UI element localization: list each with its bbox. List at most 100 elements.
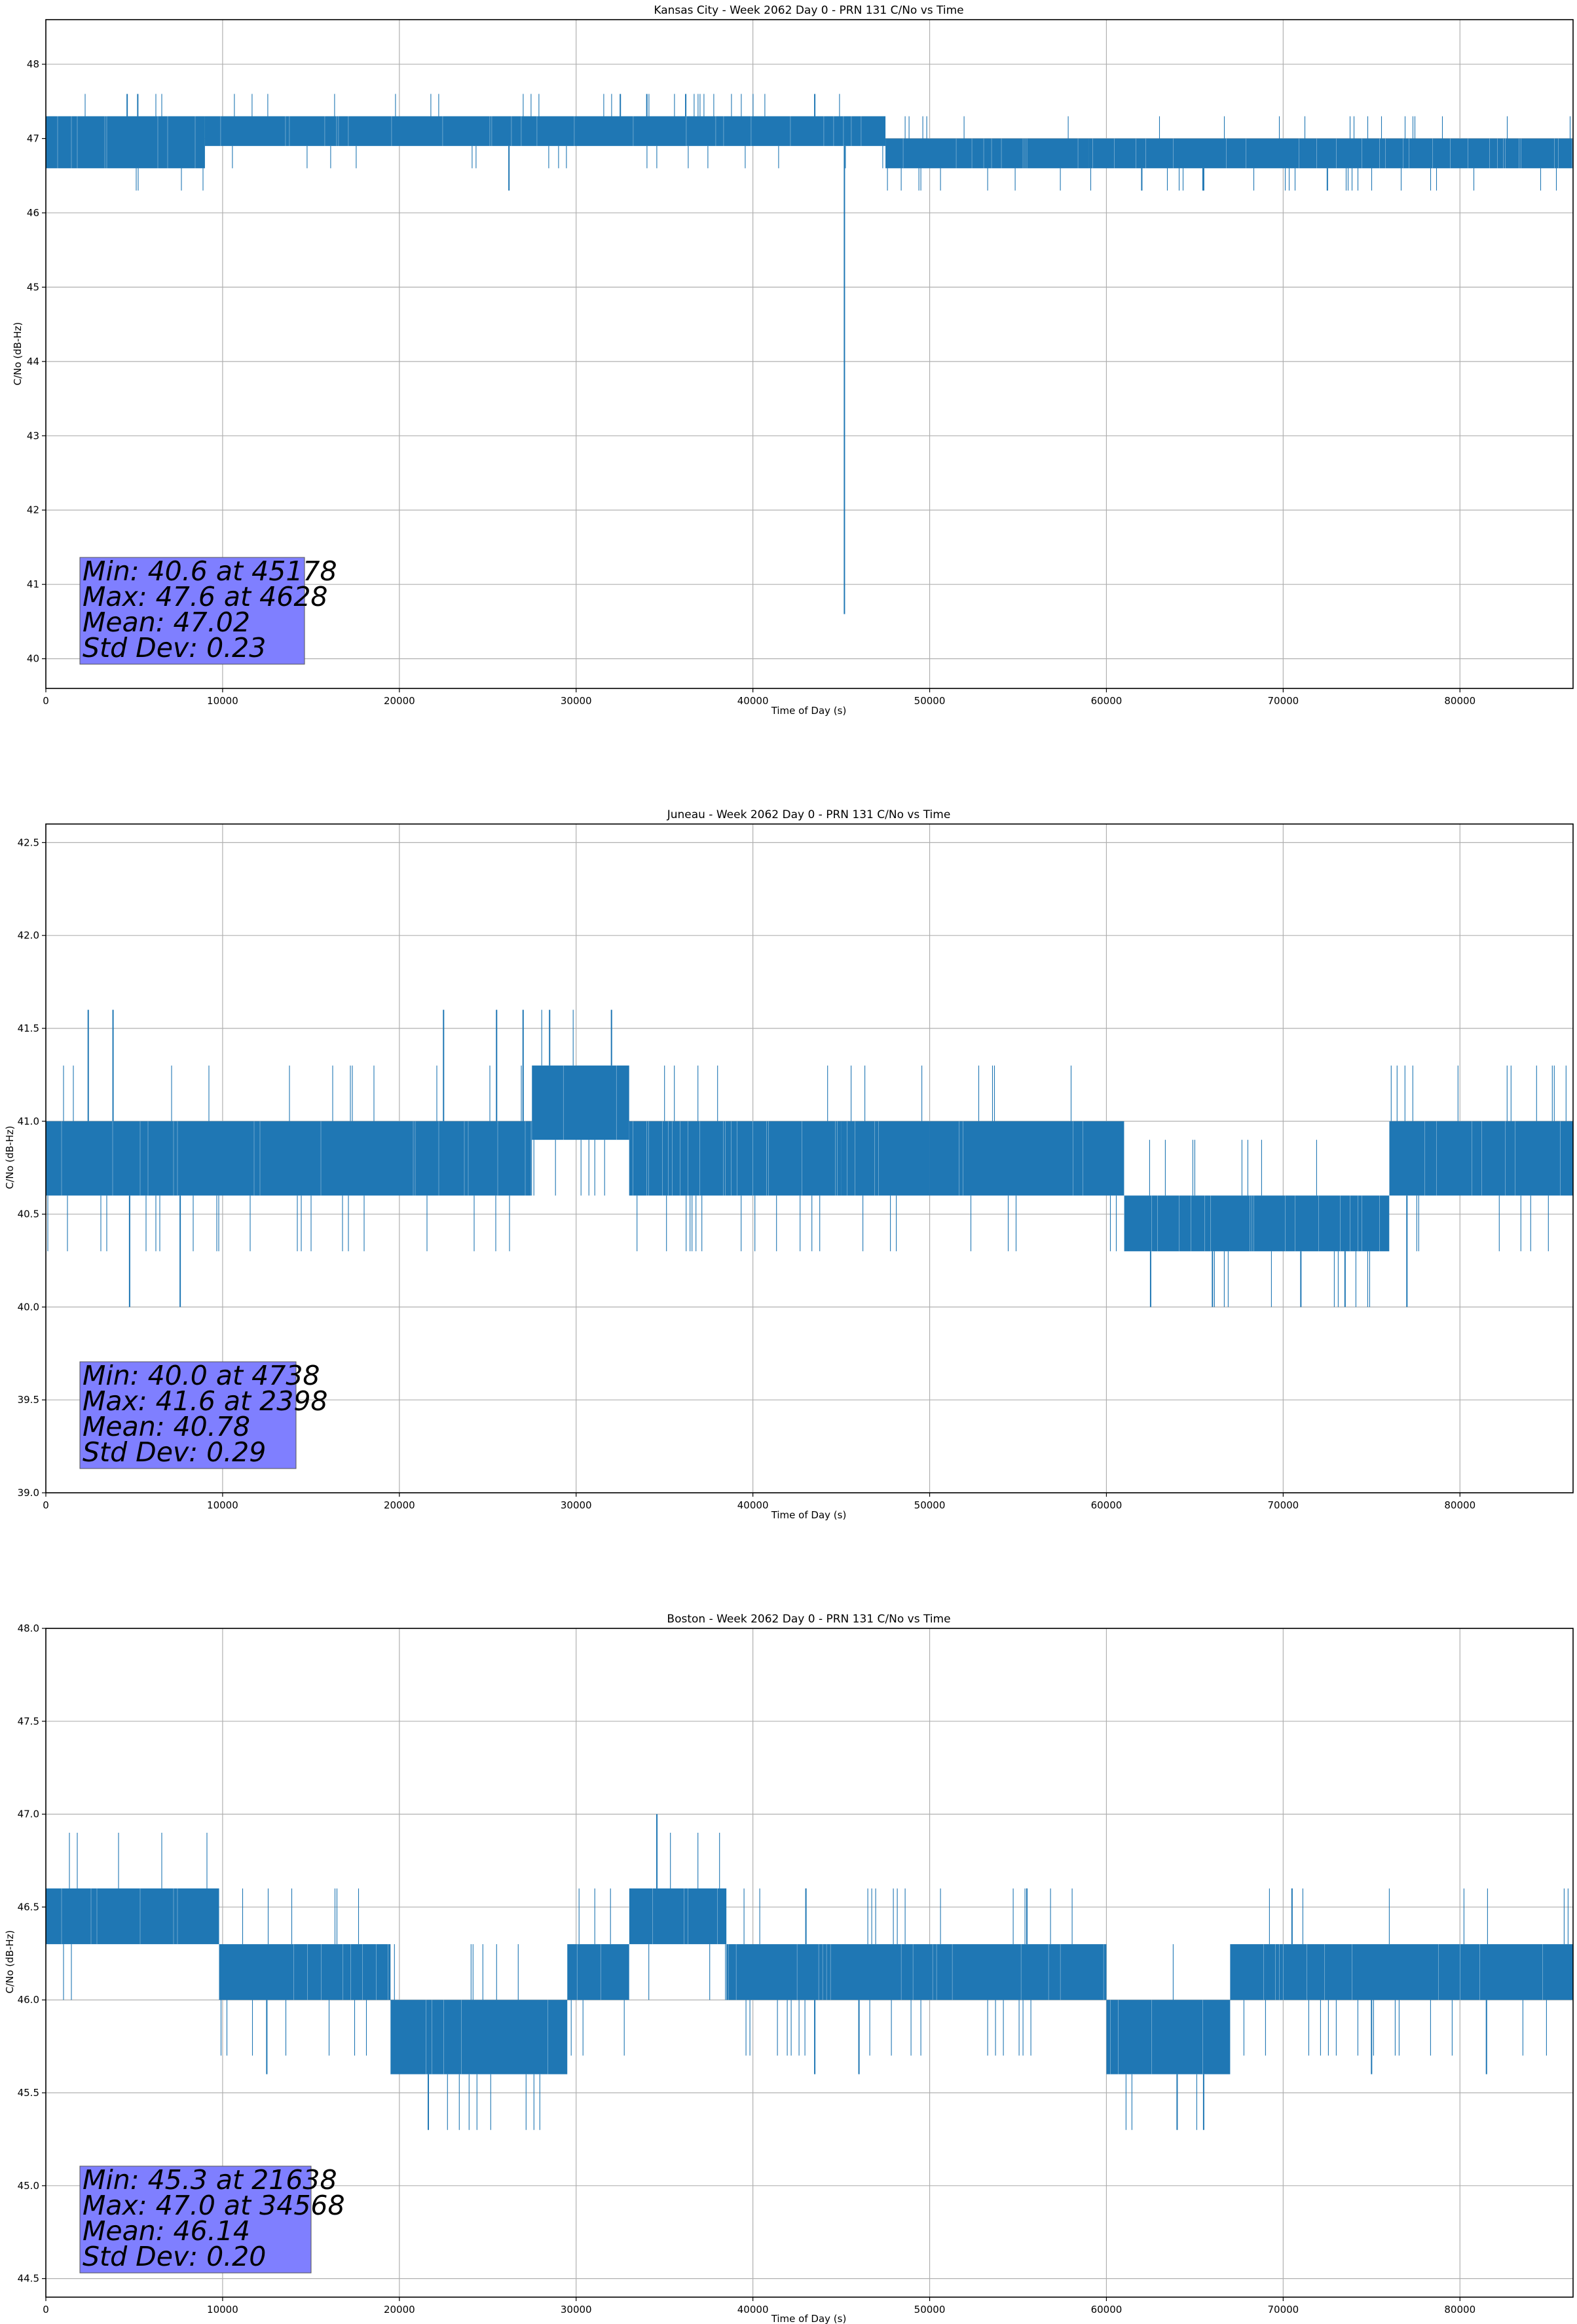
y-axis-label: C/No (dB-Hz)	[4, 1126, 16, 1190]
stats-annotation: Min: 45.3 at 21638 Max: 47.0 at 34568 Me…	[79, 2164, 345, 2274]
stat-min: Min: 40.6 at 45178	[83, 555, 337, 587]
y-tick-label: 41.5	[18, 1022, 39, 1034]
stat-mean: Mean: 47.02	[83, 607, 250, 638]
series-band	[1230, 1944, 1573, 2000]
x-tick-label: 10000	[207, 695, 238, 707]
series-trace	[46, 1814, 1573, 2130]
series-band	[567, 1944, 629, 2000]
series-excursion	[232, 94, 883, 168]
x-tick-label: 80000	[1444, 695, 1475, 707]
axes-frame	[45, 1628, 1574, 2298]
x-axis-label: Time of Day (s)	[771, 2313, 847, 2324]
series-excursion	[1125, 1944, 1197, 2130]
series-band	[1106, 2000, 1231, 2074]
series-band	[219, 1944, 391, 2000]
stat-min: Min: 40.0 at 4738	[83, 1360, 320, 1391]
chart-title: Juneau - Week 2062 Day 0 - PRN 131 C/No …	[667, 808, 951, 821]
series-excursion	[220, 1888, 367, 2056]
series-excursion	[1390, 1065, 1567, 1252]
y-tick-label: 41	[27, 578, 39, 590]
x-tick-label: 0	[43, 2304, 49, 2315]
series-band	[1389, 1121, 1573, 1196]
x-tick-label: 50000	[914, 2304, 946, 2315]
x-tick-label: 50000	[914, 1499, 946, 1511]
y-tick-label: 40	[27, 653, 39, 665]
series-band	[390, 2000, 568, 2074]
stats-annotation: Min: 40.0 at 4738 Max: 41.6 at 2398 Mean…	[79, 1360, 328, 1469]
y-tick-label: 46.5	[18, 1901, 39, 1913]
x-tick-label: 70000	[1267, 2304, 1299, 2315]
y-tick-label: 42.0	[18, 929, 39, 941]
y-tick-label: 45	[27, 281, 39, 293]
x-tick-label: 0	[43, 695, 49, 707]
stat-max: Max: 41.6 at 2398	[83, 1385, 328, 1417]
chart-panel-boston: Boston - Week 2062 Day 0 - PRN 131 C/No …	[4, 1613, 951, 2324]
y-tick-label: 45.5	[18, 2087, 39, 2099]
chart-panel-kansas-city: Kansas City - Week 2062 Day 0 - PRN 131 …	[12, 4, 964, 717]
x-tick-label: 40000	[737, 1499, 769, 1511]
y-tick-label: 47	[27, 133, 39, 145]
y-tick-label: 39.5	[18, 1394, 39, 1406]
y-tick-label: 46.0	[18, 1994, 39, 2006]
series-excursion	[63, 1833, 208, 2000]
x-tick-label: 70000	[1267, 1499, 1299, 1511]
x-tick-label: 30000	[561, 1499, 592, 1511]
series-excursion	[1243, 1888, 1568, 2056]
series-excursion	[47, 1065, 524, 1252]
y-tick-label: 47.0	[18, 1809, 39, 1820]
series-trace	[46, 94, 1573, 614]
x-axis-label: Time of Day (s)	[771, 1509, 847, 1521]
y-tick-label: 45.0	[18, 2180, 39, 2192]
y-tick-label: 43	[27, 430, 39, 441]
stats-box	[79, 1361, 297, 1469]
x-tick-label: 60000	[1091, 1499, 1122, 1511]
stat-std-dev: Std Dev: 0.20	[83, 2241, 266, 2272]
series-excursion	[648, 1833, 726, 2000]
x-tick-label: 40000	[737, 2304, 769, 2315]
series-excursion	[887, 116, 1069, 191]
y-tick-label: 40.0	[18, 1301, 39, 1313]
y-axis-label: C/No (dB-Hz)	[12, 322, 24, 386]
series-excursion	[1149, 1140, 1370, 1307]
series-band	[204, 116, 886, 146]
stat-mean: Mean: 40.78	[83, 1411, 250, 1442]
stat-mean: Mean: 46.14	[83, 2215, 250, 2247]
series-excursion	[1090, 116, 1571, 191]
stats-annotation: Min: 40.6 at 45178 Max: 47.6 at 4628 Mea…	[79, 555, 337, 665]
x-tick-label: 10000	[207, 1499, 238, 1511]
axes-frame	[45, 19, 1574, 689]
y-tick-label: 42.5	[18, 836, 39, 848]
series-band	[726, 1944, 1107, 2000]
x-axis-label: Time of Day (s)	[771, 705, 847, 717]
stat-min: Min: 45.3 at 21638	[83, 2164, 337, 2196]
series-excursion	[394, 1944, 540, 2130]
x-tick-label: 80000	[1444, 2304, 1475, 2315]
stat-max: Max: 47.0 at 34568	[83, 2190, 345, 2221]
y-tick-label: 46	[27, 207, 39, 219]
series-excursion	[533, 1009, 605, 1196]
x-tick-label: 30000	[561, 695, 592, 707]
x-tick-label: 20000	[384, 1499, 415, 1511]
x-tick-label: 20000	[384, 2304, 415, 2315]
y-tick-label: 48	[27, 58, 39, 70]
x-tick-label: 80000	[1444, 1499, 1475, 1511]
y-tick-label: 40.5	[18, 1209, 39, 1220]
stat-max: Max: 47.6 at 4628	[83, 581, 328, 612]
y-tick-label: 48.0	[18, 1622, 39, 1634]
x-tick-label: 0	[43, 1499, 49, 1511]
x-tick-label: 60000	[1091, 695, 1122, 707]
y-tick-label: 44.5	[18, 2273, 39, 2285]
series-band	[1088, 138, 1573, 168]
x-tick-label: 30000	[561, 2304, 592, 2315]
series-band	[629, 1888, 727, 1945]
series-band	[1124, 1195, 1390, 1252]
series-band	[885, 138, 1089, 168]
series-excursion	[637, 1065, 828, 1252]
plot-area: 0 10000 20000 30000 40000 50000 60000 70000 8000…	[18, 1622, 1574, 2315]
plot-area: 0 10000 20000 30000 40000 50000 60000 70000 8000…	[18, 823, 1574, 1511]
y-tick-label: 44	[27, 356, 39, 367]
stat-std-dev: Std Dev: 0.23	[83, 632, 266, 664]
x-tick-label: 10000	[207, 2304, 238, 2315]
series-excursion	[84, 94, 204, 191]
